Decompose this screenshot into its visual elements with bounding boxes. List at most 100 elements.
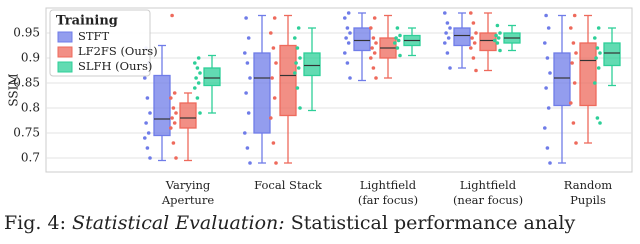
data-point — [246, 36, 251, 40]
data-point — [193, 86, 197, 90]
data-point — [293, 71, 297, 75]
y-tick-label: 0.9 — [21, 51, 40, 65]
data-point — [446, 36, 451, 40]
box — [253, 52, 271, 134]
data-point — [548, 71, 552, 75]
data-point — [370, 46, 374, 50]
data-point — [193, 61, 197, 65]
data-point — [394, 36, 398, 40]
data-point — [348, 31, 352, 35]
data-point — [271, 46, 276, 50]
data-point — [598, 121, 602, 125]
data-point — [145, 96, 150, 100]
y-tick-label: 0.8 — [21, 101, 40, 115]
data-point — [243, 51, 247, 55]
data-point — [293, 36, 297, 40]
data-point — [244, 91, 248, 95]
data-point — [346, 11, 351, 15]
data-point — [374, 41, 378, 45]
data-point — [398, 33, 402, 38]
data-point — [471, 56, 476, 60]
data-point — [144, 121, 148, 125]
data-point — [295, 46, 300, 50]
data-point — [495, 23, 500, 28]
data-point — [571, 121, 576, 125]
data-point — [574, 51, 578, 55]
data-point — [398, 53, 402, 58]
data-point — [295, 86, 300, 90]
data-point — [371, 66, 376, 70]
data-point — [546, 106, 551, 110]
y-tick-label: 0.95 — [13, 26, 40, 40]
y-tick-label: 0.7 — [21, 151, 40, 165]
data-point — [593, 81, 597, 85]
data-point — [196, 56, 201, 60]
data-point — [174, 111, 178, 115]
data-point — [344, 36, 348, 40]
data-point — [448, 66, 452, 70]
data-point — [272, 16, 277, 20]
data-point — [469, 11, 473, 15]
data-point — [495, 41, 500, 45]
data-point — [372, 16, 377, 20]
x-tick-label: Varying Aperture — [161, 178, 215, 207]
caption-title: Statistical Evaluation: — [72, 212, 285, 234]
data-point — [369, 56, 373, 60]
data-point — [269, 116, 273, 120]
data-point — [296, 66, 301, 70]
data-point — [395, 26, 400, 30]
legend-swatch — [57, 61, 73, 73]
data-point — [396, 38, 401, 43]
data-point — [148, 156, 152, 160]
legend-swatch — [57, 46, 73, 58]
legend-swatch — [57, 31, 73, 43]
box — [153, 74, 171, 137]
data-point — [543, 41, 547, 45]
data-point — [569, 101, 573, 105]
y-axis-label: SSIM — [7, 73, 21, 106]
data-point — [498, 48, 502, 53]
data-point — [598, 51, 602, 55]
data-point — [369, 26, 373, 30]
data-point — [343, 16, 347, 20]
box — [453, 27, 471, 47]
caption-text: Statistical performance analy — [290, 212, 576, 234]
data-point — [393, 41, 397, 45]
data-point — [248, 76, 252, 80]
data-point — [171, 141, 176, 145]
x-tick-label: Random Pupils — [563, 178, 613, 207]
data-point — [498, 31, 502, 35]
data-point — [445, 21, 450, 25]
data-point — [269, 31, 273, 35]
data-point — [346, 41, 351, 45]
data-point — [143, 76, 147, 80]
data-point — [170, 13, 174, 18]
data-point — [595, 46, 600, 50]
data-point — [298, 56, 302, 60]
data-point — [148, 111, 152, 115]
x-tick-label: Focal Stack — [254, 178, 322, 192]
data-point — [474, 68, 478, 73]
data-point — [270, 76, 274, 80]
data-point — [171, 106, 176, 110]
data-point — [194, 76, 198, 80]
data-point — [469, 46, 473, 50]
data-point — [198, 71, 202, 75]
y-tick-label: 0.75 — [13, 126, 40, 140]
box — [579, 42, 597, 107]
data-point — [169, 126, 173, 130]
data-point — [272, 96, 277, 100]
data-point — [570, 61, 574, 65]
data-point — [245, 61, 250, 65]
data-point — [248, 161, 252, 165]
data-point — [572, 13, 577, 18]
data-point — [596, 26, 601, 30]
data-point — [271, 141, 276, 145]
legend-label: SLFH (Ours) — [78, 59, 152, 73]
data-point — [274, 61, 278, 65]
data-point — [198, 111, 202, 115]
data-point — [472, 41, 477, 45]
data-point — [444, 31, 448, 35]
data-point — [448, 26, 452, 30]
